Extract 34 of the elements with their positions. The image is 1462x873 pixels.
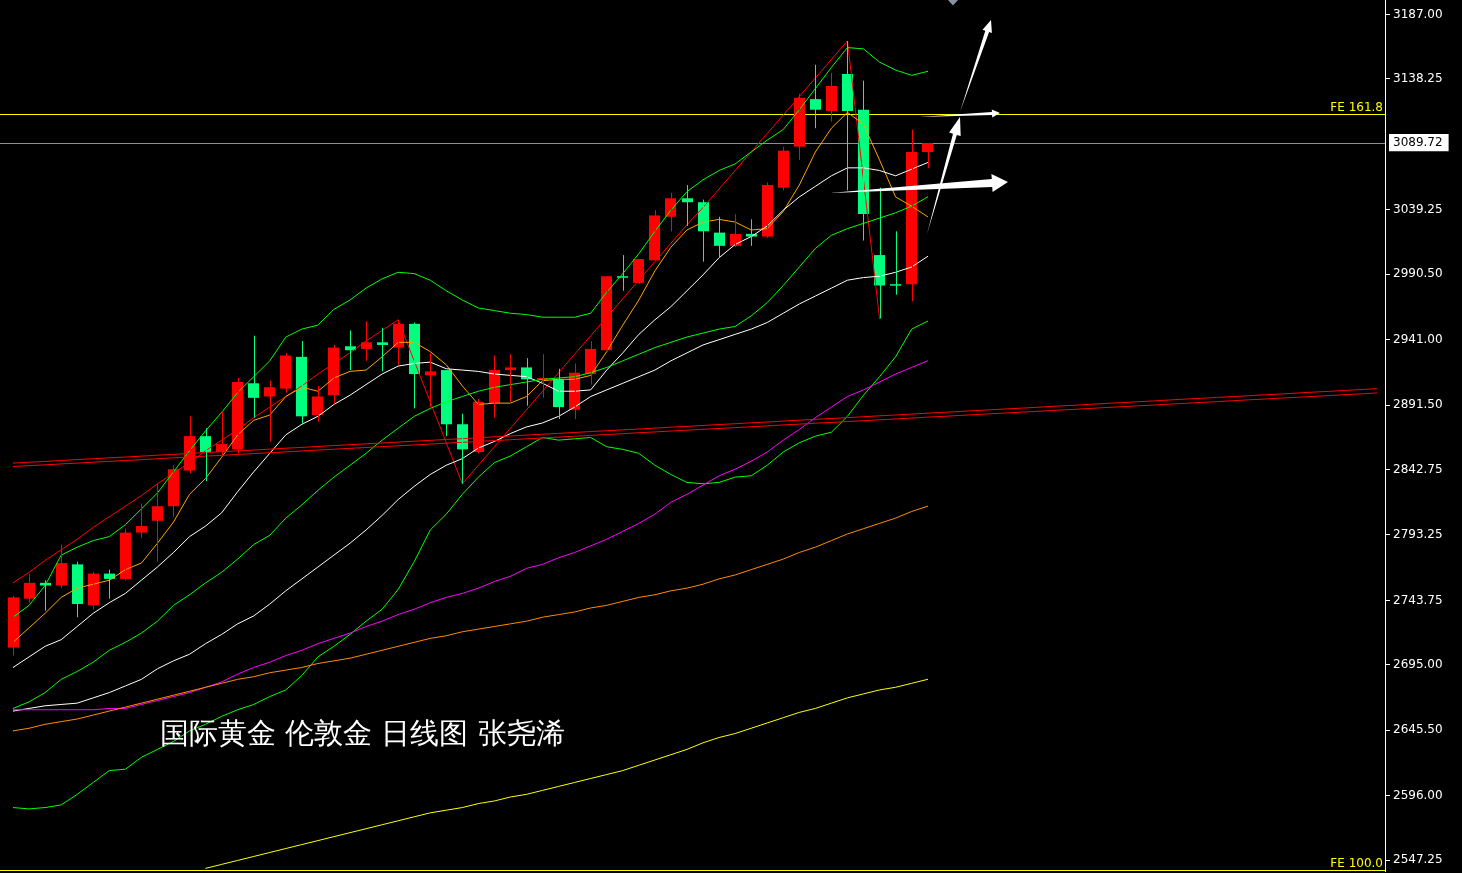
candlestick: [264, 380, 275, 442]
y-tick-label: 3039.25: [1393, 201, 1443, 216]
candlestick: [136, 503, 147, 539]
candlestick: [714, 216, 725, 259]
candlestick: [425, 352, 436, 408]
candlestick: [810, 64, 821, 129]
candlestick: [682, 184, 693, 227]
y-tick-label: 2695.00: [1393, 656, 1443, 671]
y-tick-label: 3187.00: [1393, 6, 1443, 21]
y-tick-label: 2547.25: [1393, 852, 1443, 867]
candlestick: [890, 230, 901, 296]
y-tick-label: 2891.50: [1393, 397, 1443, 412]
y-tick-label: 3089.72: [1393, 135, 1443, 150]
y-tick-label: 2842.75: [1393, 461, 1443, 476]
candlestick: [280, 352, 291, 394]
candlestick: [377, 327, 388, 372]
candlestick: [248, 335, 259, 419]
y-tick-label: 2645.50: [1393, 722, 1443, 737]
y-tick-label: 2596.00: [1393, 787, 1443, 802]
candlestick: [505, 353, 516, 403]
candlestick: [40, 579, 51, 612]
candlestick: [617, 254, 628, 292]
y-tick-label: 2793.25: [1393, 527, 1443, 542]
ref-line-label: FE 100.0: [1330, 855, 1383, 870]
y-tick-label: 2990.50: [1393, 266, 1443, 281]
candlestick: [152, 483, 163, 563]
y-tick-label: 2941.00: [1393, 331, 1443, 346]
candlestick: [922, 142, 933, 169]
annotation: 国际黄金 伦敦金 日线图 张尧浠: [160, 716, 565, 750]
candlestick: [826, 72, 837, 123]
candlestick: [778, 146, 789, 191]
ref-line-label: FE 161.8: [1330, 99, 1383, 114]
y-tick-label: 2743.75: [1393, 592, 1443, 607]
y-tick-label: 3138.25: [1393, 71, 1443, 86]
